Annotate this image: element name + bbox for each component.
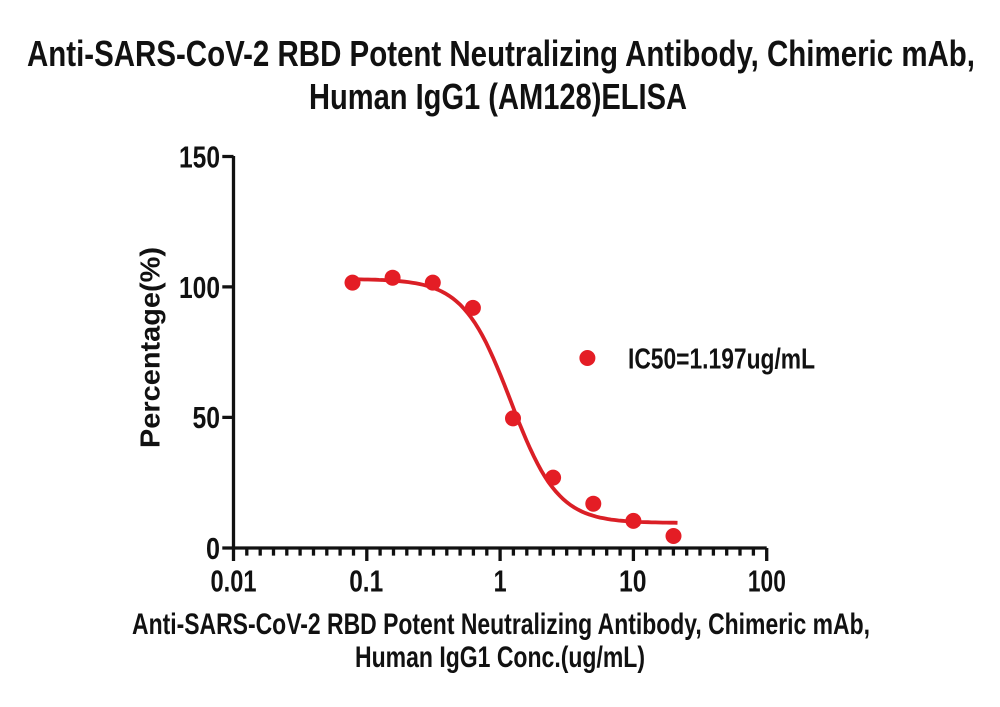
svg-text:Human IgG1 (AM128)ELISA: Human IgG1 (AM128)ELISA	[309, 76, 687, 117]
svg-text:0.01: 0.01	[211, 564, 257, 599]
svg-text:1: 1	[494, 564, 507, 599]
svg-text:IC50=1.197ug/mL: IC50=1.197ug/mL	[628, 343, 815, 375]
svg-text:Human IgG1 Conc.(ug/mL): Human IgG1 Conc.(ug/mL)	[355, 641, 645, 674]
svg-text:Percentage(%): Percentage(%)	[135, 247, 166, 448]
svg-text:100: 100	[179, 270, 220, 305]
svg-text:50: 50	[193, 400, 221, 435]
svg-text:0: 0	[206, 531, 220, 566]
svg-text:Anti-SARS-CoV-2 RBD Potent Neu: Anti-SARS-CoV-2 RBD Potent Neutralizing …	[27, 33, 975, 74]
svg-text:100: 100	[748, 564, 786, 599]
svg-text:10: 10	[619, 564, 647, 599]
svg-text:Anti-SARS-CoV-2 RBD Potent Neu: Anti-SARS-CoV-2 RBD Potent Neutralizing …	[132, 608, 870, 641]
svg-text:150: 150	[179, 140, 220, 175]
svg-text:0.1: 0.1	[349, 564, 383, 599]
